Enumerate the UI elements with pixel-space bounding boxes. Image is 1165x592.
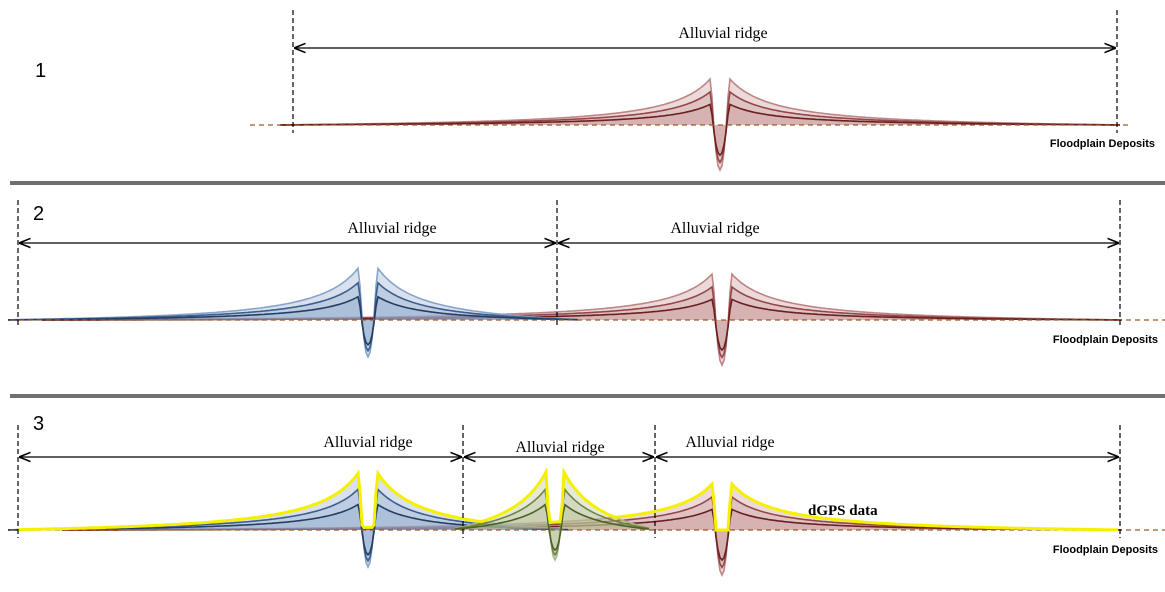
ridge-label: Alluvial ridge bbox=[323, 434, 412, 451]
floodplain-label: Floodplain Deposits bbox=[1053, 334, 1158, 346]
floodplain-label: Floodplain Deposits bbox=[1053, 544, 1158, 556]
ridge-fill bbox=[280, 104, 1120, 156]
ridge-line bbox=[42, 298, 1123, 352]
ridge-line bbox=[279, 103, 1121, 157]
ridge-line bbox=[8, 295, 578, 347]
ridge-fill bbox=[42, 286, 1122, 358]
ridge-fill bbox=[8, 489, 568, 561]
ridge-fill bbox=[8, 504, 568, 555]
ridge-fill bbox=[62, 484, 1122, 575]
ridge-fill bbox=[455, 504, 649, 551]
ridge-profiles bbox=[8, 10, 1165, 577]
ridge-fill bbox=[8, 282, 578, 351]
ridge-line bbox=[454, 503, 650, 552]
ridge-fill bbox=[42, 299, 1122, 351]
floodplain-label: Floodplain Deposits bbox=[1050, 138, 1155, 150]
ridge-label: Alluvial ridge bbox=[515, 439, 604, 456]
panel-number: 3 bbox=[33, 413, 44, 435]
ridge-label: Alluvial ridge bbox=[678, 25, 767, 42]
ridge-label: Alluvial ridge bbox=[685, 434, 774, 451]
panel-number: 1 bbox=[35, 60, 46, 82]
ridge-label: Alluvial ridge bbox=[670, 220, 759, 237]
ridge-line bbox=[42, 285, 1122, 360]
ridge-label: Alluvial ridge bbox=[347, 220, 436, 237]
ridge-fill bbox=[280, 92, 1120, 163]
dgps-label: dGPS data bbox=[808, 503, 878, 519]
dgps-profile bbox=[18, 466, 1118, 532]
ridge-fill bbox=[8, 473, 568, 567]
panel-number: 2 bbox=[33, 203, 44, 225]
